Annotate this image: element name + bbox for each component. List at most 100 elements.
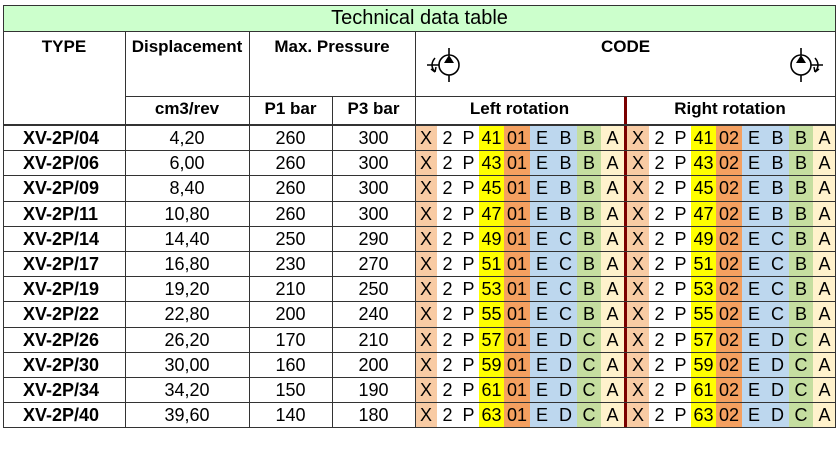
- right-code-segment: A: [813, 201, 836, 227]
- p3-cell: 240: [358, 304, 389, 325]
- p3-cell: 180: [358, 405, 389, 426]
- right-code-segment: 02: [716, 151, 742, 177]
- row-divider: [3, 225, 836, 227]
- right-code-segment: X: [627, 201, 649, 227]
- p3-cell: 210: [358, 329, 389, 350]
- technical-data-table: Technical data table TYPE Displacement M…: [3, 0, 836, 456]
- left-code-segment: C: [577, 327, 601, 353]
- left-code-segment: A: [601, 403, 624, 429]
- right-code-segment: B: [766, 151, 789, 177]
- right-code-segment: X: [627, 352, 649, 378]
- row-divider: [3, 427, 836, 429]
- right-code-segment: 2: [649, 176, 670, 202]
- right-code-segment: E: [742, 226, 766, 252]
- right-code-segment: 02: [716, 252, 742, 277]
- left-code-segment: C: [554, 302, 577, 328]
- right-rotation-pump-icon: [790, 48, 823, 82]
- left-code-segment: P: [458, 226, 479, 252]
- table-row: XV-2P/26 26,20 170 210 X 2 P 57 01 E D C A X 2 P 57 02 E D C…: [3, 327, 836, 353]
- left-code-segment: 45: [479, 176, 504, 202]
- left-code-segment: 2: [437, 126, 458, 151]
- displacement-cell: 39,60: [164, 405, 210, 426]
- header-type: TYPE: [41, 37, 87, 56]
- row-divider: [3, 351, 836, 353]
- right-code-segment: E: [742, 302, 766, 328]
- table-row: XV-2P/11 10,80 260 300 X 2 P 47 01 E B B A X 2 P 47 02 E B B…: [3, 201, 836, 227]
- right-code-segment: A: [813, 226, 836, 252]
- left-code-segment: 01: [504, 302, 530, 328]
- left-code-segment: E: [530, 252, 554, 277]
- right-code-segment: A: [813, 378, 836, 403]
- right-code-segment: P: [670, 252, 691, 277]
- right-code-segment: A: [813, 126, 836, 151]
- p1-cell: 160: [275, 354, 306, 375]
- table-row: XV-2P/14 14,40 250 290 X 2 P 49 01 E C B A X 2 P 49 02 E C B…: [3, 226, 836, 252]
- left-code-segment: P: [458, 378, 479, 403]
- left-code-segment: E: [530, 352, 554, 378]
- right-code-segment: C: [789, 327, 813, 353]
- left-code-segment: X: [415, 151, 437, 177]
- p1-cell: 200: [275, 304, 306, 325]
- displacement-cell: 19,20: [164, 279, 210, 300]
- left-code-segment: X: [415, 201, 437, 227]
- type-cell: XV-2P/26: [23, 329, 100, 350]
- column-divider: [332, 96, 333, 429]
- left-code-segment: D: [554, 352, 577, 378]
- table-row: XV-2P/30 30,00 160 200 X 2 P 59 01 E D C A X 2 P 59 02 E D C…: [3, 352, 836, 378]
- right-code-segment: P: [670, 327, 691, 353]
- type-cell: XV-2P/19: [23, 279, 100, 300]
- left-code-segment: E: [530, 302, 554, 328]
- table-row: XV-2P/17 16,80 230 270 X 2 P 51 01 E C B A X 2 P 51 02 E C B…: [3, 252, 836, 277]
- right-code-segment: B: [789, 201, 813, 227]
- rotation-divider: [624, 96, 627, 429]
- row-divider: [3, 377, 836, 378]
- column-divider: [125, 32, 126, 429]
- header-divider: [125, 96, 836, 97]
- left-code-segment: P: [458, 176, 479, 202]
- right-code-segment: P: [670, 126, 691, 151]
- right-code-segment: 2: [649, 378, 670, 403]
- table-row: XV-2P/06 6,00 260 300 X 2 P 43 01 E B B A X 2 P 43 02 E B B A: [3, 151, 836, 177]
- left-code-segment: C: [577, 378, 601, 403]
- row-divider: [3, 402, 836, 404]
- left-code-segment: X: [415, 378, 437, 403]
- right-code-segment: 02: [716, 126, 742, 151]
- right-code-segment: 02: [716, 378, 742, 403]
- left-code-segment: D: [554, 403, 577, 429]
- displacement-cell: 8,40: [169, 178, 205, 199]
- row-divider: [3, 200, 836, 202]
- right-code-segment: D: [766, 352, 789, 378]
- displacement-cell: 14,40: [164, 228, 210, 249]
- right-code-segment: C: [766, 252, 789, 277]
- right-code-segment: A: [813, 176, 836, 202]
- type-cell: XV-2P/30: [23, 354, 100, 375]
- left-code-segment: B: [554, 126, 577, 151]
- header-displacement: Displacement: [131, 37, 243, 56]
- row-divider: [3, 251, 836, 252]
- right-code-segment: 2: [649, 403, 670, 429]
- right-code-segment: P: [670, 302, 691, 328]
- right-code-segment: 02: [716, 176, 742, 202]
- left-code-segment: A: [601, 327, 624, 353]
- left-code-segment: E: [530, 201, 554, 227]
- right-code-segment: X: [627, 151, 649, 177]
- left-code-segment: 2: [437, 176, 458, 202]
- right-code-segment: P: [670, 176, 691, 202]
- type-cell: XV-2P/22: [23, 304, 100, 325]
- right-code-segment: X: [627, 378, 649, 403]
- p1-cell: 170: [275, 329, 306, 350]
- displacement-cell: 26,20: [164, 329, 210, 350]
- right-code-segment: 61: [691, 378, 716, 403]
- left-code-segment: A: [601, 277, 624, 303]
- header-right-rotation: Right rotation: [674, 99, 786, 118]
- table-row: XV-2P/09 8,40 260 300 X 2 P 45 01 E B B A X 2 P 45 02 E B B A: [3, 176, 836, 202]
- right-code-segment: 2: [649, 352, 670, 378]
- right-code-segment: P: [670, 201, 691, 227]
- displacement-cell: 16,80: [164, 254, 210, 274]
- right-code-segment: B: [789, 302, 813, 328]
- row-divider: [3, 301, 836, 303]
- left-code-segment: X: [415, 302, 437, 328]
- header-left-rotation: Left rotation: [469, 99, 570, 118]
- right-code-segment: A: [813, 277, 836, 303]
- header-displacement-unit: cm3/rev: [154, 99, 220, 118]
